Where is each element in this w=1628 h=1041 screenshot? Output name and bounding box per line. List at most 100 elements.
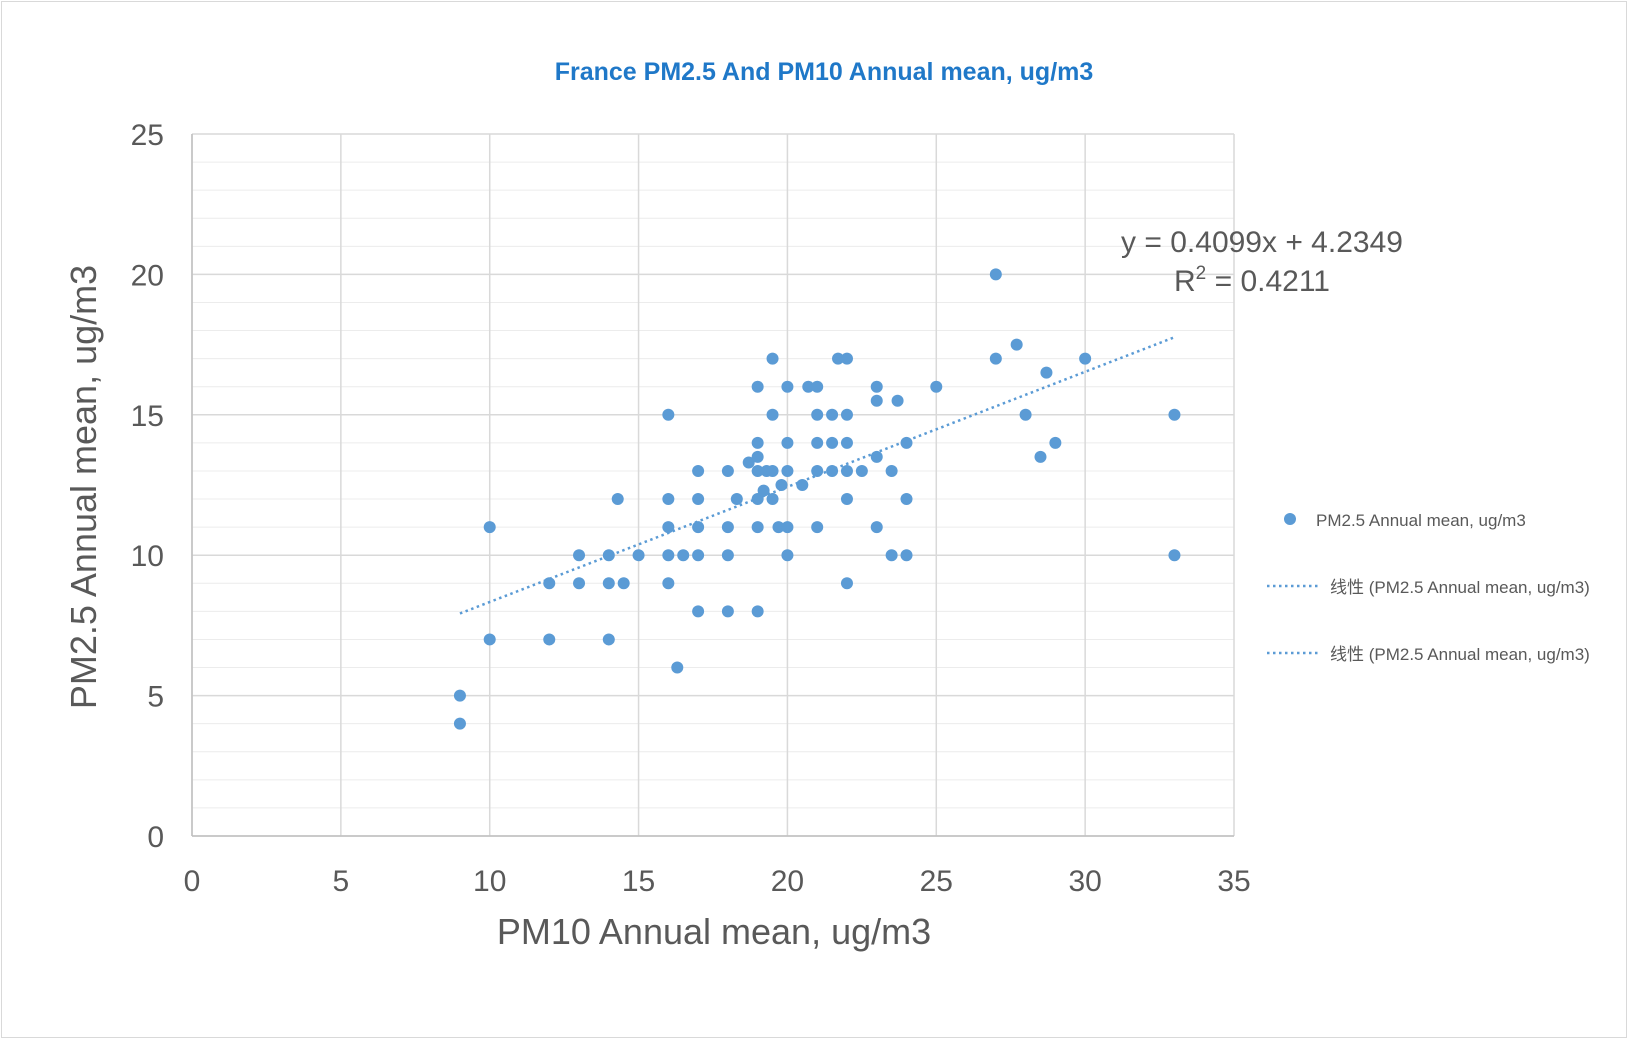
legend-label: 线性 (PM2.5 Annual mean, ug/m3): [1330, 578, 1590, 597]
data-point: [692, 464, 705, 477]
data-point: [781, 464, 794, 477]
data-point: [1040, 366, 1053, 379]
axes: [191, 134, 1234, 837]
data-point: [766, 464, 779, 477]
data-point: [721, 521, 734, 534]
r2-label: R: [1174, 265, 1196, 298]
data-point: [840, 493, 853, 506]
data-point: [671, 661, 684, 674]
trendline-equation: y = 0.4099x + 4.2349: [1121, 226, 1403, 259]
data-point: [757, 484, 770, 497]
data-point: [840, 464, 853, 477]
data-point: [766, 352, 779, 365]
data-point: [453, 717, 466, 730]
y-tick-label: 5: [147, 681, 164, 714]
y-tick-label: 10: [131, 540, 164, 573]
y-tick-labels: 0 5 10 15 20 25: [131, 119, 164, 854]
data-point: [989, 352, 1002, 365]
x-tick-label: 20: [771, 865, 804, 898]
data-point: [811, 521, 824, 534]
trendline-line: [459, 336, 1175, 615]
y-tick-label: 0: [147, 821, 164, 854]
y-tick-label: 20: [131, 259, 164, 292]
x-tick-label: 30: [1068, 865, 1101, 898]
data-point: [1019, 408, 1032, 421]
x-tick-label: 25: [920, 865, 953, 898]
trendline-r-squared: R2 = 0.4211: [1174, 263, 1330, 298]
data-point: [1168, 408, 1181, 421]
data-point: [1010, 338, 1023, 351]
data-point: [677, 549, 690, 562]
data-point: [573, 549, 586, 562]
data-point: [826, 464, 839, 477]
legend-label: 线性 (PM2.5 Annual mean, ug/m3): [1330, 645, 1590, 664]
data-point: [751, 493, 764, 506]
data-point: [930, 380, 943, 393]
data-point: [602, 577, 615, 590]
data-point: [692, 605, 705, 618]
data-point: [826, 408, 839, 421]
data-point: [602, 633, 615, 646]
data-point: [811, 436, 824, 449]
data-point: [766, 493, 779, 506]
r2-value: = 0.4211: [1206, 265, 1330, 298]
x-axis-title: PM10 Annual mean, ug/m3: [497, 911, 931, 952]
y-tick-label: 15: [131, 400, 164, 433]
data-point: [870, 394, 883, 407]
data-points: [453, 268, 1181, 730]
y-tick-label: 25: [131, 119, 164, 152]
major-gridlines: [191, 133, 1235, 837]
y-axis-title: PM2.5 Annual mean, ug/m3: [63, 265, 104, 709]
data-point: [781, 380, 794, 393]
data-point: [840, 577, 853, 590]
data-point: [662, 549, 675, 562]
legend-item: 线性 (PM2.5 Annual mean, ug/m3): [1267, 578, 1590, 597]
data-point: [730, 493, 743, 506]
data-point: [870, 450, 883, 463]
data-point: [721, 549, 734, 562]
data-point: [832, 352, 845, 365]
data-point: [602, 549, 615, 562]
data-point: [573, 577, 586, 590]
data-point: [766, 408, 779, 421]
data-point: [611, 493, 624, 506]
data-point: [751, 464, 764, 477]
legend-marker-icon: [1284, 513, 1296, 525]
data-point: [900, 493, 913, 506]
legend-label: PM2.5 Annual mean, ug/m3: [1316, 511, 1526, 530]
data-point: [775, 479, 788, 491]
data-point: [751, 521, 764, 534]
data-point: [796, 479, 809, 491]
data-point: [781, 521, 794, 534]
data-point: [891, 394, 904, 407]
data-point: [662, 408, 675, 421]
data-point: [781, 549, 794, 562]
trendline: [459, 336, 1175, 615]
data-point: [772, 521, 785, 534]
data-point: [721, 464, 734, 477]
chart-title: France PM2.5 And PM10 Annual mean, ug/m3: [555, 58, 1094, 86]
data-point: [751, 605, 764, 618]
data-point: [781, 436, 794, 449]
data-point: [802, 380, 815, 393]
x-tick-label: 0: [184, 865, 201, 898]
data-point: [870, 521, 883, 534]
data-point: [900, 549, 913, 562]
data-point: [840, 352, 853, 365]
data-point: [840, 436, 853, 449]
data-point: [811, 380, 824, 393]
data-point: [1034, 450, 1047, 463]
data-point: [811, 464, 824, 477]
data-point: [742, 456, 755, 469]
data-point: [811, 408, 824, 421]
data-point: [826, 436, 839, 449]
data-point: [543, 633, 556, 646]
data-point: [692, 549, 705, 562]
data-point: [453, 689, 466, 702]
data-point: [989, 268, 1002, 281]
minor-gridlines: [192, 161, 1234, 809]
data-point: [662, 521, 675, 534]
data-point: [870, 380, 883, 393]
